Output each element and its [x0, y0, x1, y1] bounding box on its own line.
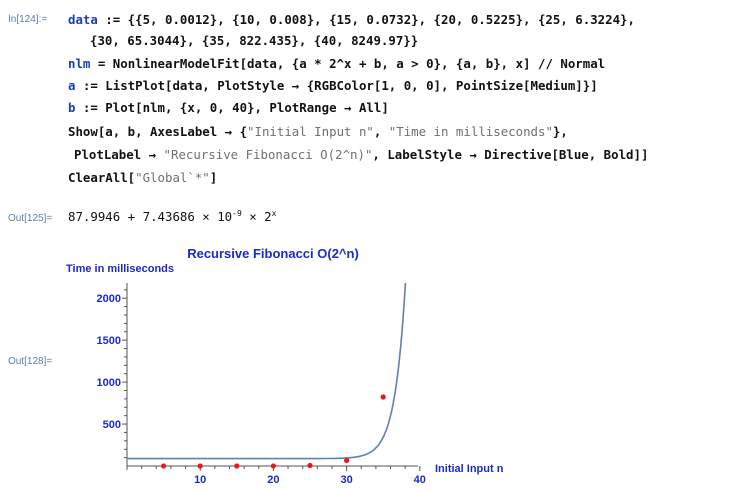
code-line-6[interactable]: Show[a, b, AxesLabel → {"Initial Input n… — [68, 124, 568, 139]
plot-title: Recursive Fibonacci O(2^n) — [187, 246, 359, 261]
x-axis-label: Initial Input n — [435, 463, 504, 475]
x-tick-label: 10 — [194, 474, 206, 486]
output-expression[interactable]: 87.9946 + 7.43686 × 10-9 × 2x — [68, 209, 276, 224]
code-text: ClearAll[ — [68, 170, 136, 185]
code-text: PlotLabel → — [74, 147, 164, 162]
code-line-3[interactable]: nlm = NonlinearModelFit[data, {a * 2^x +… — [68, 56, 605, 71]
code-line-4[interactable]: a := ListPlot[data, PlotStyle → {RGBColo… — [68, 78, 598, 93]
output-times: × 10 — [194, 209, 233, 224]
y-tick-label: 1000 — [97, 377, 121, 389]
output-coef-a: 7.43686 — [142, 209, 195, 224]
code-text: ] — [209, 170, 218, 185]
code-text: }, — [552, 124, 568, 139]
data-point — [270, 463, 276, 469]
data-points — [161, 394, 386, 469]
code-line-5[interactable]: b := Plot[nlm, {x, 0, 40}, PlotRange → A… — [68, 100, 389, 115]
y-axis-label: Time in milliseconds — [66, 263, 174, 275]
code-text: := {{5, 0.0012}, {10, 0.008}, {15, 0.073… — [97, 12, 635, 27]
code-string: "Recursive Fibonacci O(2^n)" — [163, 147, 373, 162]
code-string: "Initial Input n" — [247, 124, 374, 139]
output-times-2: × 2 — [241, 209, 272, 224]
code-var-b: b — [68, 100, 76, 115]
output-cell-label-128: Out[128]= — [8, 356, 53, 367]
code-string: "Time in milliseconds" — [388, 124, 553, 139]
output-cell-label-125: Out[125]= — [8, 213, 53, 224]
output-exp-2: x — [271, 208, 277, 218]
code-text: , LabelStyle → Directive[Blue, Bold]] — [372, 147, 649, 162]
x-tick-label: 40 — [414, 474, 426, 486]
data-point — [197, 463, 203, 469]
output-plus: + — [120, 209, 143, 224]
x-tick-label: 30 — [340, 474, 352, 486]
code-line-8[interactable]: ClearAll["Global`*"] — [68, 170, 217, 185]
plot-axes — [126, 283, 418, 470]
data-point — [380, 394, 386, 400]
y-tick-label: 1500 — [97, 335, 121, 347]
y-tick-label: 500 — [103, 419, 121, 431]
code-line-2[interactable]: {30, 65.3044}, {35, 822.435}, {40, 8249.… — [90, 33, 418, 48]
code-var-data: data — [68, 12, 98, 27]
code-text: Show[a, b, AxesLabel → { — [68, 124, 248, 139]
data-point — [234, 463, 240, 469]
code-var-a: a — [68, 78, 76, 93]
y-tick-label: 2000 — [97, 293, 121, 305]
data-point — [307, 462, 313, 469]
code-var-nlm: nlm — [68, 56, 91, 71]
code-text: = NonlinearModelFit[data, {a * 2^x + b, … — [90, 56, 606, 71]
code-string: "Global`*" — [135, 170, 210, 185]
x-tick-label: 20 — [267, 474, 279, 486]
output-coef-b: 87.9946 — [68, 209, 121, 224]
fit-curve — [127, 282, 407, 460]
code-line-1[interactable]: data := {{5, 0.0012}, {10, 0.008}, {15, … — [68, 12, 635, 27]
code-text: , — [373, 124, 389, 139]
plot-ticks: 10 20 30 40 500 1000 1500 2000 — [97, 289, 426, 486]
input-cell-label: In[124]:= — [8, 14, 48, 25]
output-exp-1: -9 — [232, 208, 242, 218]
code-line-7[interactable]: PlotLabel → "Recursive Fibonacci O(2^n)"… — [74, 147, 648, 162]
code-text: {30, 65.3044}, {35, 822.435}, {40, 8249.… — [90, 33, 419, 48]
data-point — [344, 457, 350, 464]
data-point — [161, 463, 167, 469]
code-text: := ListPlot[data, PlotStyle → {RGBColor[… — [75, 78, 598, 93]
code-text: := Plot[nlm, {x, 0, 40}, PlotRange → All… — [75, 100, 389, 115]
